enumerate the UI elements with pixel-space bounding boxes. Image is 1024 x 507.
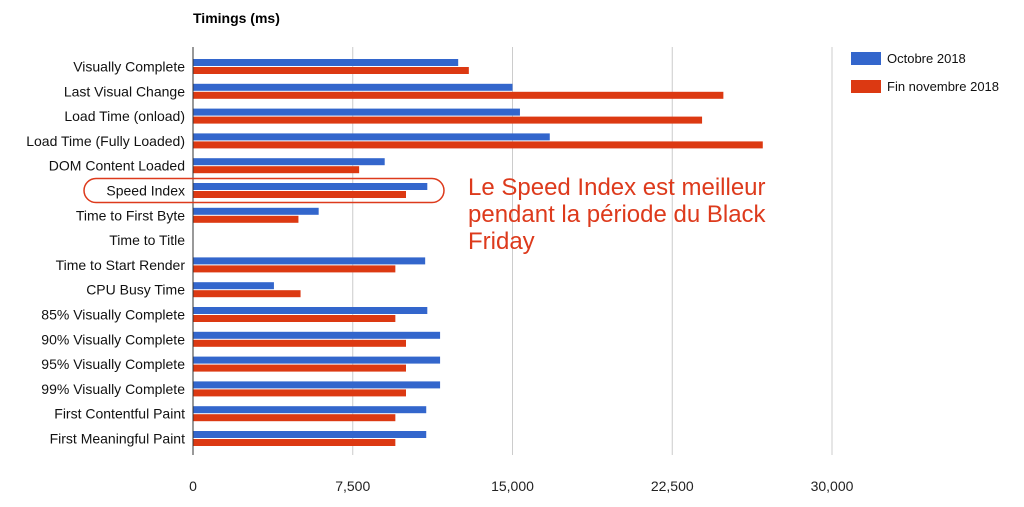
category-label: First Meaningful Paint	[50, 431, 186, 447]
bar-octobre	[193, 158, 385, 166]
category-label: Time to Title	[109, 232, 185, 248]
bar-novembre	[193, 67, 469, 74]
category-label: Visually Complete	[73, 59, 185, 75]
category-label: Time to First Byte	[76, 207, 185, 223]
category-label: Speed Index	[106, 183, 185, 199]
x-tick-label: 15,000	[491, 478, 534, 494]
bar-octobre	[193, 406, 427, 414]
bar-octobre	[193, 356, 441, 364]
legend-swatch	[851, 52, 881, 65]
category-label: Load Time (Fully Loaded)	[26, 133, 185, 149]
x-tick-label: 22,500	[651, 478, 694, 494]
category-label: First Contentful Paint	[54, 406, 185, 422]
category-label: 90% Visually Complete	[41, 331, 185, 347]
bar-octobre	[193, 183, 428, 190]
bar-novembre	[193, 315, 396, 322]
category-label: Last Visual Change	[64, 83, 185, 99]
category-label: Load Time (onload)	[64, 108, 185, 124]
bars-group	[193, 59, 763, 446]
bar-novembre	[193, 364, 406, 372]
legend-swatch	[851, 80, 881, 93]
category-label: DOM Content Loaded	[49, 158, 185, 174]
gridlines	[352, 47, 833, 455]
bar-octobre	[193, 431, 427, 438]
annotation-line: Friday	[468, 228, 535, 255]
bar-novembre	[193, 191, 406, 198]
bar-octobre	[193, 381, 441, 389]
bar-novembre	[193, 166, 360, 174]
category-label: 95% Visually Complete	[41, 356, 185, 372]
bar-octobre	[193, 307, 428, 314]
category-labels: Visually Complete Last Visual Change Load …	[26, 59, 185, 447]
bar-novembre	[193, 141, 763, 149]
bar-octobre	[193, 133, 550, 141]
x-tick-label: 30,000	[811, 478, 854, 494]
bar-octobre	[193, 282, 274, 290]
bar-novembre	[193, 215, 299, 223]
legend-label: Fin novembre 2018	[887, 79, 999, 94]
bar-octobre	[193, 59, 459, 66]
annotation-text: Le Speed Index est meilleur pendant la pé…	[468, 174, 767, 255]
chart-title: Timings (ms)	[193, 10, 280, 26]
bar-octobre	[193, 207, 319, 215]
bar-novembre	[193, 116, 703, 124]
bar-octobre	[193, 83, 513, 91]
legend-label: Octobre 2018	[887, 51, 966, 66]
bar-novembre	[193, 439, 396, 446]
bar-octobre	[193, 257, 426, 265]
category-label: Time to Start Render	[56, 257, 186, 273]
bar-novembre	[193, 414, 396, 422]
bar-novembre	[193, 290, 301, 298]
speed-index-highlight-outline	[83, 177, 445, 204]
category-label: 85% Visually Complete	[41, 307, 185, 323]
bar-octobre	[193, 108, 520, 116]
bar-novembre	[193, 389, 406, 397]
x-tick-label: 0	[189, 478, 197, 494]
category-label: 99% Visually Complete	[41, 381, 185, 397]
x-tick-label: 7,500	[335, 478, 370, 494]
annotation-line: pendant la période du Black	[468, 201, 767, 228]
category-label: CPU Busy Time	[86, 282, 185, 298]
bar-octobre	[193, 331, 441, 339]
legend: Octobre 2018 Fin novembre 2018	[851, 51, 999, 94]
annotation-line: Le Speed Index est meilleur	[468, 174, 766, 201]
bar-novembre	[193, 91, 724, 99]
bar-novembre	[193, 265, 396, 273]
x-axis-tick-labels: 0 7,500 15,000 22,500 30,000	[189, 478, 854, 494]
bar-novembre	[193, 339, 406, 347]
